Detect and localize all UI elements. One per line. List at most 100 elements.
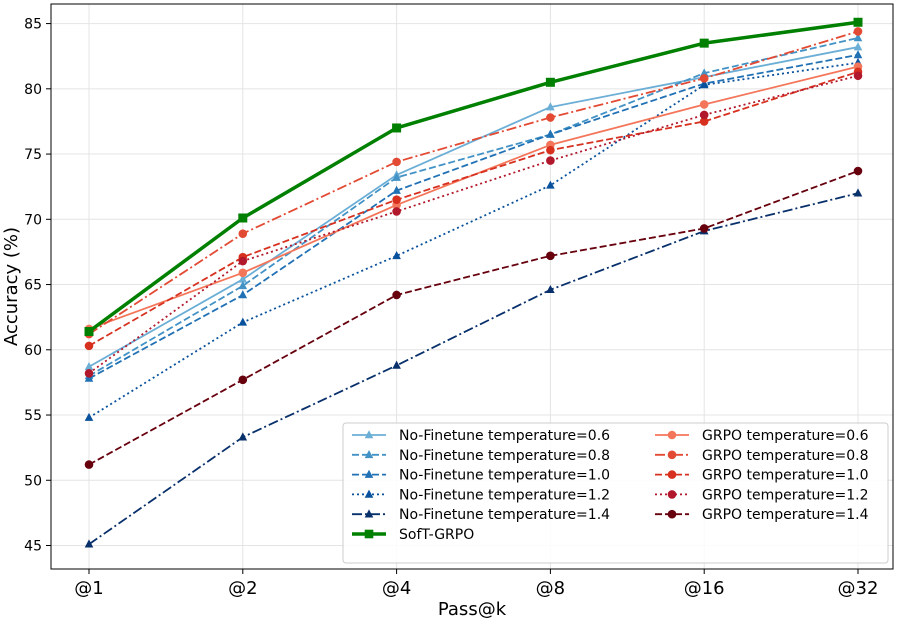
data-point bbox=[546, 180, 555, 189]
data-point bbox=[238, 213, 248, 223]
data-point bbox=[84, 341, 94, 351]
legend-label: SofT-GRPO bbox=[399, 527, 474, 543]
legend-label: No-Finetune temperature=1.2 bbox=[399, 487, 610, 503]
legend-label: No-Finetune temperature=1.4 bbox=[399, 507, 610, 523]
data-point bbox=[84, 539, 94, 548]
legend-marker bbox=[667, 509, 677, 519]
data-point bbox=[84, 412, 94, 421]
data-point bbox=[853, 188, 863, 197]
data-point bbox=[238, 432, 248, 441]
plot-frame bbox=[50, 3, 894, 570]
data-point bbox=[699, 117, 709, 126]
series-line bbox=[87, 20, 859, 333]
legend-label: GRPO temperature=0.8 bbox=[702, 448, 868, 464]
y-tick-label: 65 bbox=[24, 278, 42, 294]
series-no-finetune-temperature-1-0 bbox=[84, 50, 863, 382]
data-point bbox=[853, 27, 863, 36]
data-point bbox=[84, 361, 94, 371]
data-point bbox=[238, 229, 248, 238]
legend-entry: No-Finetune temperature=1.2 bbox=[352, 487, 610, 503]
data-point bbox=[546, 284, 555, 294]
legend-label: GRPO temperature=1.2 bbox=[702, 487, 868, 503]
series-grpo-temperature-0-6 bbox=[84, 62, 863, 334]
data-point bbox=[392, 251, 401, 260]
legend-label: GRPO temperature=1.0 bbox=[702, 468, 868, 484]
data-point bbox=[699, 224, 709, 233]
series-no-finetune-temperature-1-2 bbox=[84, 57, 863, 421]
legend-label: GRPO temperature=1.4 bbox=[702, 507, 869, 523]
legend-marker bbox=[364, 450, 374, 459]
legend-marker bbox=[364, 430, 374, 439]
data-point bbox=[699, 38, 709, 48]
series-line bbox=[88, 170, 859, 466]
data-point bbox=[699, 110, 709, 120]
series-no-finetune-temperature-0-6 bbox=[84, 42, 863, 371]
series-grpo-temperature-1-0 bbox=[84, 67, 863, 351]
data-point bbox=[84, 368, 94, 378]
data-point bbox=[238, 268, 248, 278]
series-line bbox=[88, 54, 859, 380]
data-point bbox=[392, 360, 401, 369]
series-grpo-temperature-1-4 bbox=[84, 166, 863, 469]
data-point bbox=[699, 100, 709, 109]
data-point bbox=[546, 113, 555, 122]
data-point bbox=[238, 281, 248, 290]
data-point bbox=[545, 77, 555, 87]
y-tick-label: 70 bbox=[24, 212, 42, 228]
legend-marker bbox=[667, 450, 677, 460]
y-tick-label: 55 bbox=[24, 408, 42, 424]
data-point bbox=[546, 145, 555, 155]
series-soft-grpo bbox=[84, 17, 863, 337]
data-point bbox=[853, 17, 863, 27]
legend-label: No-Finetune temperature=0.6 bbox=[399, 428, 610, 444]
series-line bbox=[88, 61, 859, 419]
data-point bbox=[853, 33, 863, 42]
data-point bbox=[546, 156, 555, 165]
data-point bbox=[238, 317, 248, 326]
y-tick-label: 45 bbox=[24, 539, 42, 555]
data-point bbox=[546, 251, 555, 261]
series-layer bbox=[84, 17, 863, 548]
data-point bbox=[853, 50, 863, 59]
legend-box bbox=[342, 422, 889, 564]
legend-label: No-Finetune temperature=1.0 bbox=[399, 468, 610, 484]
series-grpo-temperature-0-8 bbox=[84, 27, 863, 339]
x-axis-label: Pass@k bbox=[438, 599, 507, 620]
legend-entry: No-Finetune temperature=1.0 bbox=[352, 468, 610, 484]
data-point bbox=[546, 102, 555, 111]
legend-entry: GRPO temperature=1.0 bbox=[655, 468, 868, 484]
legend-marker bbox=[667, 470, 677, 479]
legend-entry: No-Finetune temperature=0.6 bbox=[352, 428, 610, 444]
data-point bbox=[392, 157, 401, 167]
series-line bbox=[88, 37, 859, 377]
data-point bbox=[392, 185, 401, 194]
series-line bbox=[88, 46, 859, 368]
legend-marker bbox=[364, 469, 374, 478]
legend-entry: GRPO temperature=1.4 bbox=[655, 507, 869, 523]
x-tick-label: @32 bbox=[838, 578, 879, 599]
data-point bbox=[392, 123, 402, 133]
x-tick-label: @2 bbox=[228, 578, 257, 599]
legend-entry: SofT-GRPO bbox=[352, 527, 474, 543]
legend: No-Finetune temperature=0.6 No-Finetune t… bbox=[342, 422, 889, 564]
y-tick-label: 50 bbox=[24, 473, 42, 489]
legend-label: GRPO temperature=0.6 bbox=[702, 428, 869, 444]
data-point bbox=[238, 274, 248, 283]
data-point bbox=[392, 290, 401, 300]
legend-entry: GRPO temperature=0.6 bbox=[655, 428, 869, 444]
data-point bbox=[84, 373, 94, 382]
data-point bbox=[238, 375, 248, 385]
series-line bbox=[88, 74, 859, 374]
legend-marker bbox=[667, 430, 677, 440]
data-point bbox=[84, 460, 94, 469]
data-point bbox=[853, 42, 863, 51]
data-point bbox=[84, 327, 94, 337]
data-point bbox=[546, 129, 555, 138]
x-tick-label: @1 bbox=[74, 578, 103, 599]
legend-entry: No-Finetune temperature=0.8 bbox=[352, 448, 610, 464]
x-tick-label: @16 bbox=[684, 578, 725, 599]
y-tick-label: 85 bbox=[24, 17, 42, 33]
legend-marker bbox=[667, 490, 677, 499]
legend-marker bbox=[364, 529, 374, 539]
legend-entry: No-Finetune temperature=1.4 bbox=[352, 507, 610, 523]
